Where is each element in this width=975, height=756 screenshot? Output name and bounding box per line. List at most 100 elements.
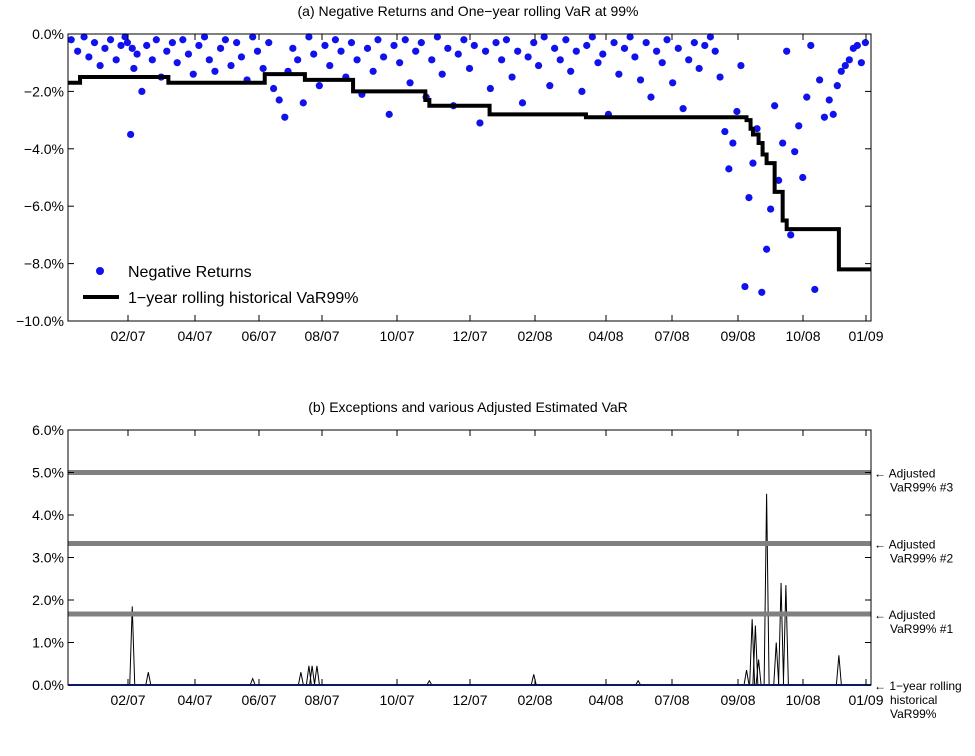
negative-return-point bbox=[476, 119, 484, 127]
negative-return-point bbox=[148, 56, 156, 64]
negative-return-point bbox=[701, 41, 709, 50]
negative-return-point bbox=[647, 93, 655, 101]
negative-return-point bbox=[791, 148, 799, 156]
negative-return-point bbox=[845, 56, 853, 64]
negative-return-point bbox=[825, 96, 833, 104]
negative-return-point bbox=[737, 61, 745, 70]
negative-return-point bbox=[626, 33, 634, 41]
negative-return-point bbox=[679, 105, 687, 113]
exception-spike bbox=[297, 672, 304, 686]
y-tick-label: −4.0% bbox=[24, 141, 64, 157]
panel-a-legend: Negative Returns 1−year rolling historic… bbox=[83, 264, 358, 307]
negative-return-point bbox=[492, 39, 500, 47]
negative-return-point bbox=[583, 41, 591, 50]
negative-return-point bbox=[567, 67, 575, 75]
negative-return-point bbox=[685, 56, 693, 64]
negative-return-point bbox=[275, 96, 283, 104]
negative-return-point bbox=[745, 193, 753, 202]
negative-return-point bbox=[184, 50, 193, 58]
negative-return-point bbox=[123, 39, 132, 47]
negative-return-point bbox=[775, 176, 783, 184]
negative-return-point bbox=[803, 93, 811, 101]
negative-return-point bbox=[433, 33, 441, 41]
negative-return-point bbox=[460, 36, 468, 44]
negative-return-point bbox=[716, 73, 724, 81]
negative-return-point bbox=[599, 50, 607, 58]
negative-return-point bbox=[152, 36, 160, 44]
negative-return-point bbox=[444, 44, 452, 52]
negative-return-point bbox=[454, 50, 462, 58]
x-tick-label: 01/09 bbox=[848, 692, 883, 708]
negative-return-point bbox=[753, 125, 761, 133]
y-tick-label: 0.0% bbox=[32, 26, 64, 42]
negative-return-point bbox=[749, 159, 757, 167]
negative-return-point bbox=[347, 39, 356, 47]
x-tick-label: 06/07 bbox=[241, 692, 276, 708]
negative-return-point bbox=[216, 44, 225, 52]
negative-return-point bbox=[795, 122, 803, 130]
negative-return-point bbox=[733, 107, 741, 116]
negative-return-point bbox=[486, 84, 494, 93]
x-tick-label: 02/07 bbox=[110, 692, 145, 708]
negative-return-point bbox=[168, 39, 176, 47]
x-tick-label: 09/08 bbox=[720, 692, 755, 708]
negative-return-point bbox=[861, 39, 869, 47]
negative-return-point bbox=[695, 64, 703, 73]
x-tick-label: 10/08 bbox=[785, 328, 820, 344]
negative-return-point bbox=[534, 61, 543, 70]
negative-return-point bbox=[253, 47, 262, 55]
negative-return-point bbox=[331, 36, 339, 44]
negative-return-point bbox=[221, 36, 229, 44]
panel-b-axes-box bbox=[67, 429, 872, 686]
negative-return-point bbox=[530, 39, 538, 47]
x-tick-label: 12/07 bbox=[452, 328, 487, 344]
negative-return-point bbox=[841, 61, 849, 70]
negative-return-point bbox=[401, 36, 409, 44]
legend-marker-negative-returns bbox=[96, 267, 104, 275]
negative-return-point bbox=[783, 47, 791, 55]
negative-return-point bbox=[438, 70, 446, 78]
negative-return-point bbox=[390, 41, 398, 50]
negative-return-point bbox=[518, 99, 527, 107]
adjusted-var-annotation: historical bbox=[890, 693, 937, 707]
negative-return-point bbox=[385, 110, 393, 118]
exception-spike bbox=[778, 582, 785, 686]
negative-return-point bbox=[663, 36, 671, 44]
y-tick-label: −10.0% bbox=[16, 313, 64, 329]
negative-return-point bbox=[771, 102, 779, 110]
negative-return-point bbox=[406, 79, 414, 87]
negative-return-point bbox=[711, 47, 719, 55]
negative-return-point bbox=[128, 44, 136, 52]
negative-return-point bbox=[369, 67, 377, 75]
x-tick-label: 10/07 bbox=[379, 328, 414, 344]
exception-spike bbox=[743, 670, 750, 686]
negative-return-point bbox=[117, 41, 125, 50]
x-tick-label: 07/08 bbox=[654, 328, 689, 344]
negative-return-point bbox=[353, 56, 361, 64]
y-tick-label: 2.0% bbox=[32, 592, 64, 608]
negative-return-point bbox=[816, 76, 824, 84]
negative-return-point bbox=[211, 67, 219, 75]
negative-return-point bbox=[326, 61, 334, 70]
negative-return-point bbox=[594, 59, 602, 67]
negative-return-point bbox=[195, 41, 203, 50]
var99-step-line bbox=[68, 72, 871, 272]
adjusted-var-annotation: ← Adjusted bbox=[874, 537, 935, 551]
negative-return-point bbox=[556, 56, 564, 64]
y-tick-label: 0.0% bbox=[32, 677, 64, 693]
negative-return-point bbox=[669, 79, 677, 87]
negative-return-point bbox=[729, 139, 737, 147]
negative-return-point bbox=[524, 53, 532, 61]
negative-return-point bbox=[508, 73, 516, 81]
exception-spike bbox=[309, 665, 316, 686]
x-tick-label: 07/08 bbox=[654, 692, 689, 708]
negative-return-point bbox=[143, 41, 151, 50]
negative-return-point bbox=[658, 59, 666, 67]
negative-return-point bbox=[121, 33, 129, 41]
adjusted-var-annotation: ← Adjusted bbox=[874, 608, 935, 622]
negative-return-point bbox=[133, 50, 141, 58]
negative-return-point bbox=[265, 39, 273, 47]
adjusted-var-annotation: VaR99% bbox=[890, 707, 937, 721]
negative-return-point bbox=[305, 33, 313, 41]
negative-return-point bbox=[90, 39, 99, 47]
